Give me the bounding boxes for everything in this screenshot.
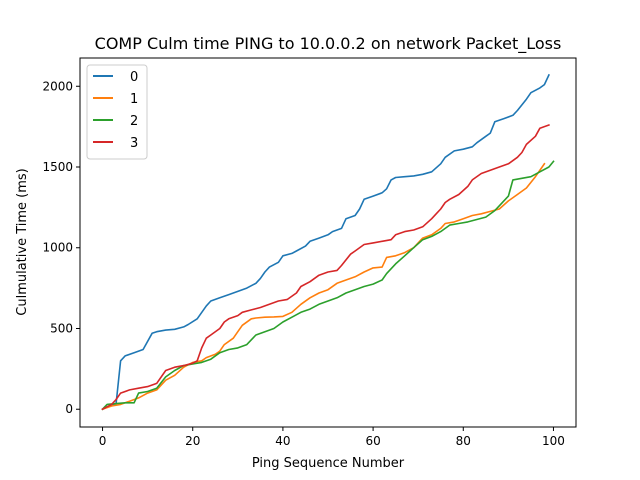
plot-series-group xyxy=(101,73,555,411)
legend: 0 1 2 3 xyxy=(86,64,148,160)
x-tick-label: 0 xyxy=(99,434,107,448)
x-tick-label: 100 xyxy=(542,434,565,448)
x-tick-label: 60 xyxy=(365,434,380,448)
y-tick-label: 1000 xyxy=(42,241,73,255)
x-tick-label: 40 xyxy=(275,434,290,448)
legend-label-0: 0 xyxy=(130,70,138,85)
series-line-0 xyxy=(101,73,550,411)
x-axis: 0 20 40 60 80 100 xyxy=(99,427,565,448)
y-tick-label: 500 xyxy=(50,321,73,335)
x-tick-label: 20 xyxy=(185,434,200,448)
series-line-1 xyxy=(101,162,546,411)
x-tick-label: 80 xyxy=(456,434,471,448)
series-line-3 xyxy=(101,123,550,411)
plot-frame xyxy=(79,57,577,428)
legend-label-1: 1 xyxy=(130,92,138,107)
y-axis: 0 500 1000 1500 2000 xyxy=(42,79,80,416)
legend-label-3: 3 xyxy=(130,136,138,151)
y-axis-label: Culmulative Time (ms) xyxy=(15,168,30,315)
legend-label-2: 2 xyxy=(130,114,138,129)
y-tick-label: 0 xyxy=(65,402,73,416)
y-tick-label: 2000 xyxy=(42,79,73,93)
x-axis-label: Ping Sequence Number xyxy=(252,456,405,471)
series-line-2 xyxy=(101,160,555,411)
legend-frame xyxy=(86,64,148,160)
chart-title: COMP Culm time PING to 10.0.0.2 on netwo… xyxy=(95,34,562,54)
y-tick-label: 1500 xyxy=(42,160,73,174)
